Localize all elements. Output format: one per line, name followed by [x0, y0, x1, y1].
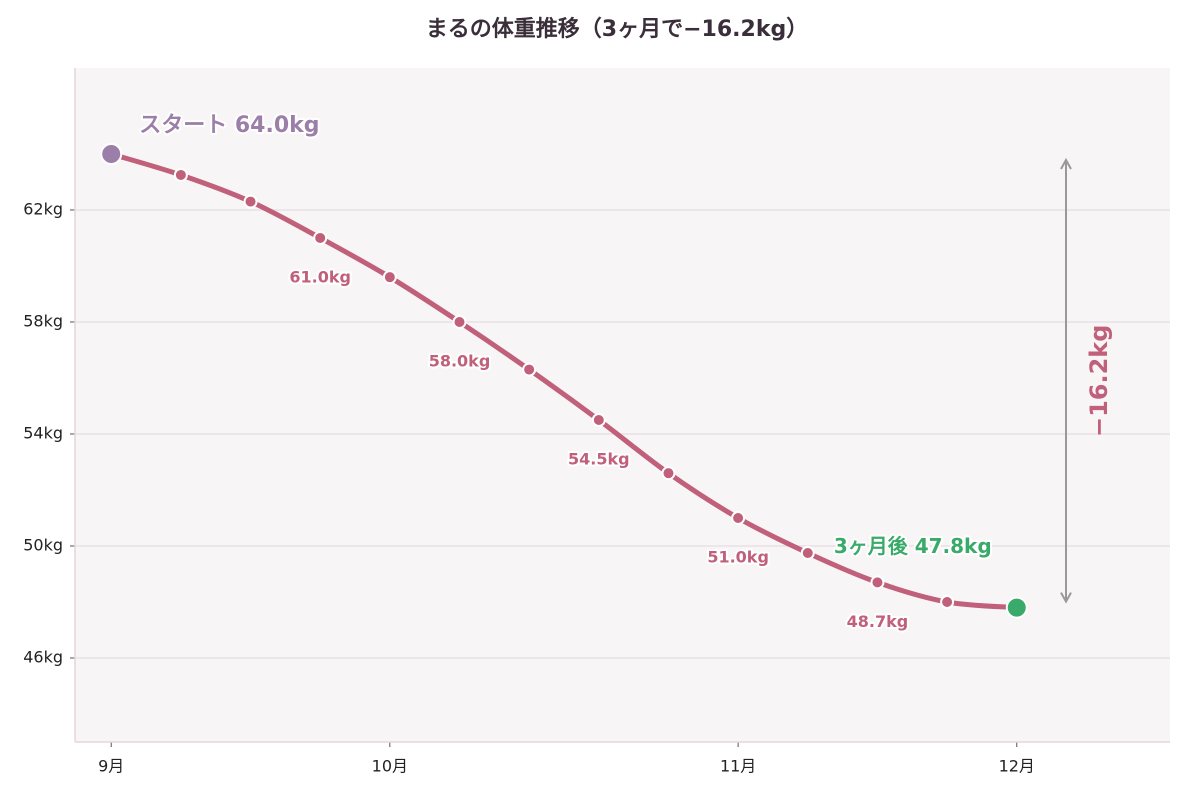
point — [382, 270, 397, 285]
point — [522, 362, 537, 377]
x-tick-label: 12月 — [999, 757, 1035, 776]
point — [591, 412, 606, 427]
line — [108, 151, 1020, 611]
y-tick-label: 54kg — [23, 423, 63, 442]
y-tick-label: 50kg — [23, 535, 63, 554]
data-label: 58.0kg — [429, 351, 491, 370]
y-tick-label: 62kg — [23, 199, 63, 218]
arrow-head — [1060, 592, 1072, 604]
point — [100, 142, 123, 165]
point — [661, 466, 676, 481]
point — [870, 575, 885, 590]
point — [243, 194, 258, 209]
x-tick-label: 9月 — [98, 757, 124, 776]
data-label: 61.0kg — [289, 267, 351, 286]
start-annotation: スタート 64.0kg — [139, 113, 319, 138]
point — [313, 230, 328, 245]
point — [731, 510, 746, 525]
point — [940, 594, 955, 609]
y-tick-label: 46kg — [23, 647, 63, 666]
point — [1005, 596, 1028, 619]
data-label: 54.5kg — [568, 449, 630, 468]
end-annotation: 3ヶ月後 47.8kg — [834, 534, 992, 558]
point — [173, 167, 188, 182]
x-tick-label: 11月 — [720, 757, 756, 776]
data-label: 48.7kg — [847, 612, 909, 631]
x-tick-label: 10月 — [372, 757, 408, 776]
chart-title: まるの体重推移（3ヶ月で−16.2kg） — [426, 16, 808, 42]
arrow-head — [1060, 157, 1072, 170]
y-tick-label: 58kg — [23, 311, 63, 330]
point — [452, 314, 467, 329]
plot-area — [75, 68, 1170, 742]
change-annotation: −16.2kg — [1085, 325, 1113, 437]
data-label: 51.0kg — [707, 547, 769, 566]
point — [800, 545, 815, 560]
